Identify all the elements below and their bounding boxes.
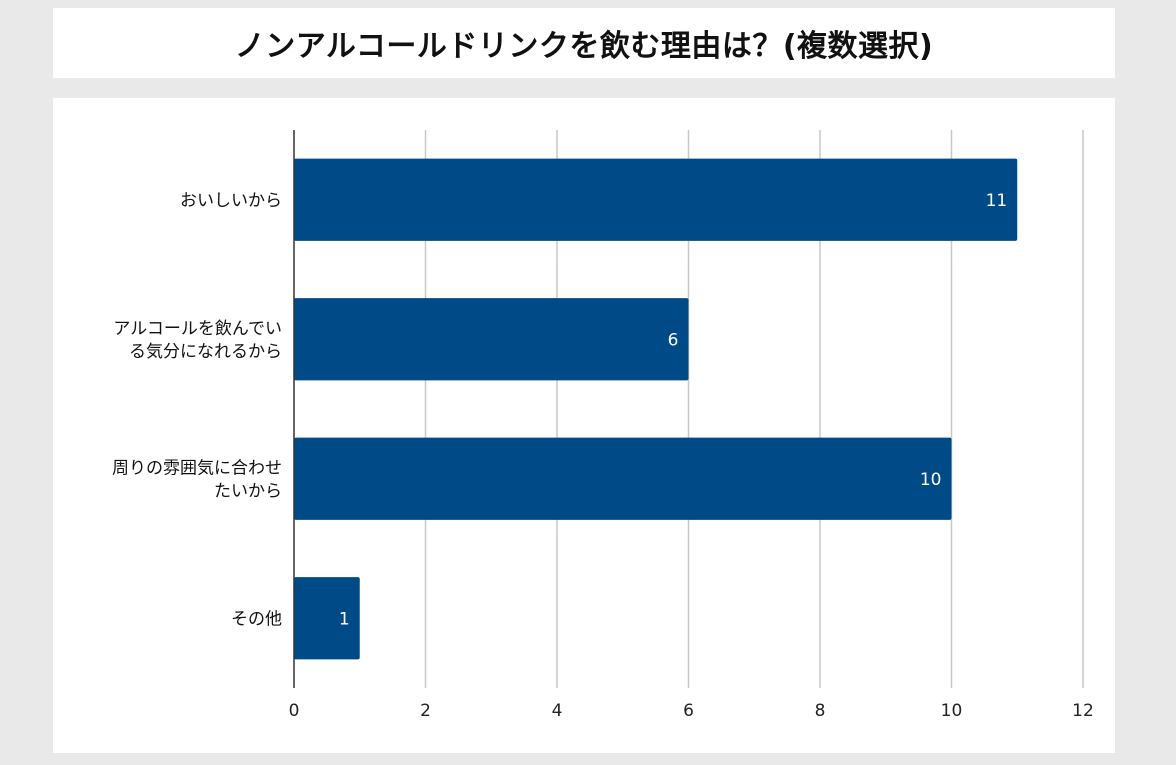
bars [294,158,1018,660]
x-tick-label-2: 4 [552,701,563,721]
x-tick-label-0: 0 [289,701,300,721]
bar-2 [294,437,952,520]
data-label-2: 10 [920,470,942,490]
category-label-2: 周りの雰囲気に合わせたいから [112,458,282,501]
x-tick-label-5: 10 [941,701,963,721]
bar-1 [294,298,689,381]
x-tick-label-6: 12 [1072,701,1094,721]
category-label-1: アルコールを飲んでいる気分になれるから [113,319,282,362]
data-label-0: 11 [986,191,1008,211]
category-label-3: その他 [231,609,282,629]
chart-title: ノンアルコールドリンクを飲む理由は？(複数選択) [234,29,934,64]
x-tick-label-3: 6 [683,701,694,721]
x-tick-label-4: 8 [815,701,826,721]
bar-3 [294,577,360,660]
data-label-1: 6 [668,330,679,350]
labels: 0 2 4 6 8 10 12 11 おいしいから 6 アルコールを飲んでいる気分になれるから 10 周… [112,191,1094,721]
chart-panel: 0 2 4 6 8 10 12 11 おいしいから 6 アルコールを飲んでいる気分になれるから 10 周… [53,98,1115,753]
category-label-0: おいしいから [180,191,282,211]
x-tick-label-1: 2 [420,701,431,721]
bar-0 [294,158,1018,241]
bar-chart: 0 2 4 6 8 10 12 11 おいしいから 6 アルコールを飲んでいる気分になれるから 10 周… [112,130,1094,721]
chart-title-box: ノンアルコールドリンクを飲む理由は？(複数選択) [53,8,1115,78]
data-label-3: 1 [339,609,350,629]
